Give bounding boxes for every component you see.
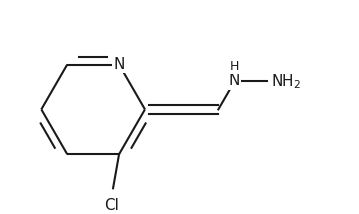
Text: N: N: [113, 57, 125, 72]
Text: NH$_2$: NH$_2$: [271, 72, 302, 91]
Text: H: H: [230, 60, 239, 73]
Text: N: N: [229, 73, 240, 88]
Text: Cl: Cl: [104, 198, 120, 213]
